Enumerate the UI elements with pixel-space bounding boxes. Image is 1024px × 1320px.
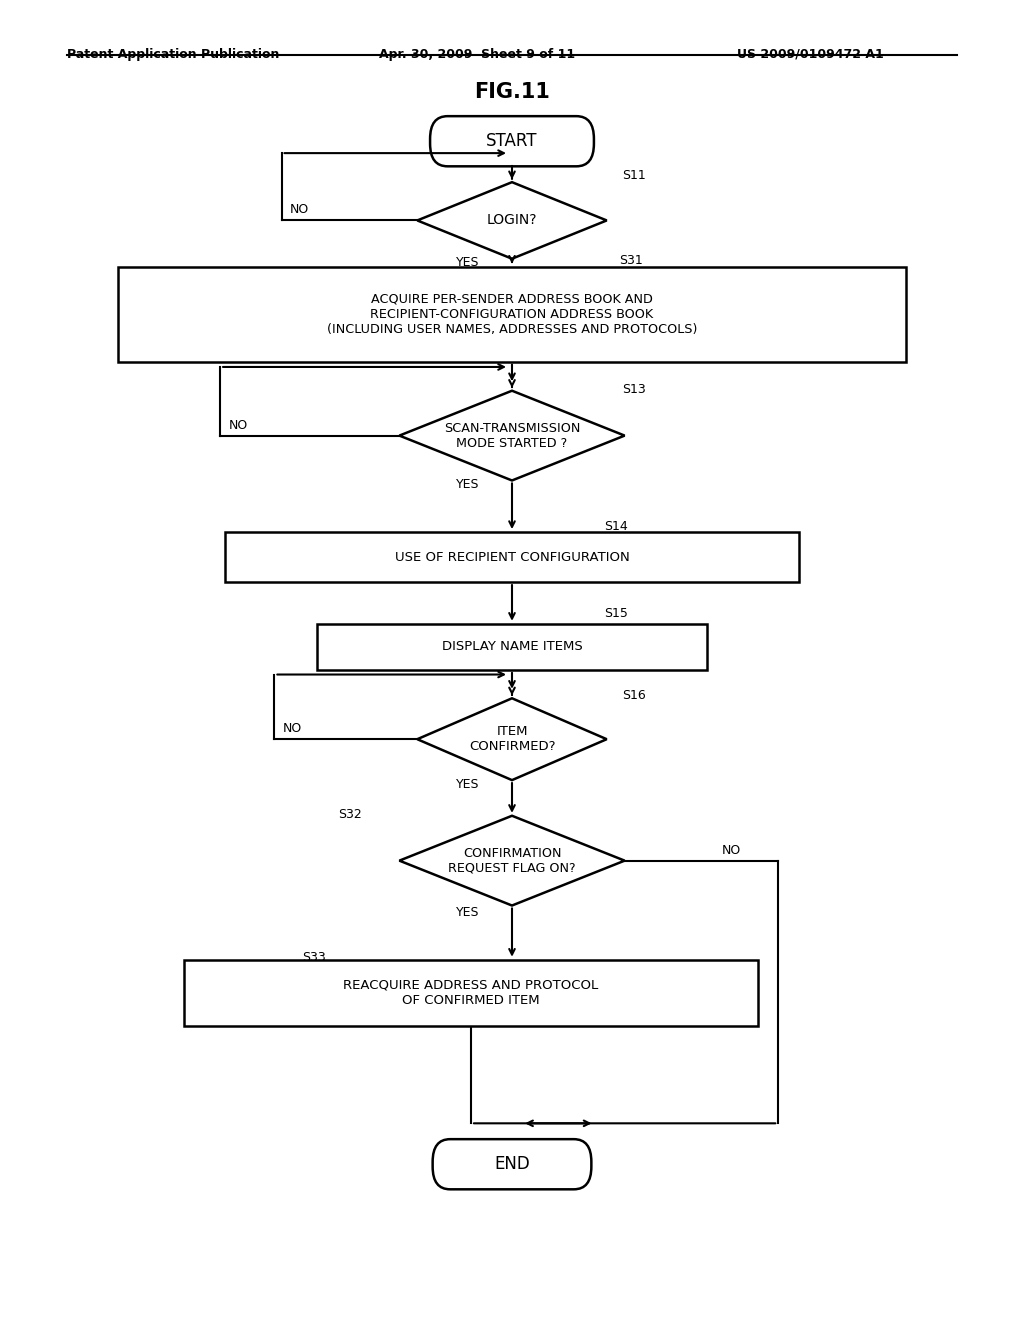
- Bar: [118, 267, 906, 362]
- Text: FIG.11: FIG.11: [474, 82, 550, 102]
- Polygon shape: [399, 391, 625, 480]
- Text: S16: S16: [623, 689, 646, 702]
- Text: S11: S11: [623, 169, 646, 182]
- Polygon shape: [399, 816, 625, 906]
- Text: Patent Application Publication: Patent Application Publication: [67, 48, 279, 61]
- Text: DISPLAY NAME ITEMS: DISPLAY NAME ITEMS: [441, 640, 583, 653]
- Text: END: END: [495, 1155, 529, 1173]
- Text: ITEM
CONFIRMED?: ITEM CONFIRMED?: [469, 725, 555, 754]
- Text: START: START: [486, 132, 538, 150]
- Text: NO: NO: [283, 722, 302, 735]
- Bar: [317, 624, 707, 671]
- Text: Apr. 30, 2009  Sheet 9 of 11: Apr. 30, 2009 Sheet 9 of 11: [379, 48, 575, 61]
- Text: CONFIRMATION
REQUEST FLAG ON?: CONFIRMATION REQUEST FLAG ON?: [449, 846, 575, 875]
- Text: REACQUIRE ADDRESS AND PROTOCOL
OF CONFIRMED ITEM: REACQUIRE ADDRESS AND PROTOCOL OF CONFIR…: [343, 978, 599, 1007]
- Text: YES: YES: [456, 478, 479, 491]
- Text: NO: NO: [722, 843, 741, 857]
- Polygon shape: [418, 182, 606, 259]
- Text: S31: S31: [620, 253, 643, 267]
- Text: S33: S33: [302, 950, 326, 964]
- Text: S13: S13: [623, 383, 646, 396]
- Text: S32: S32: [338, 808, 361, 821]
- Text: NO: NO: [228, 418, 248, 432]
- Bar: [184, 960, 758, 1026]
- Text: S14: S14: [604, 520, 628, 533]
- Text: US 2009/0109472 A1: US 2009/0109472 A1: [737, 48, 884, 61]
- Text: SCAN-TRANSMISSION
MODE STARTED ?: SCAN-TRANSMISSION MODE STARTED ?: [443, 421, 581, 450]
- Polygon shape: [418, 698, 606, 780]
- Text: YES: YES: [456, 777, 479, 791]
- Bar: [225, 532, 799, 582]
- Text: YES: YES: [456, 906, 479, 919]
- Text: LOGIN?: LOGIN?: [486, 214, 538, 227]
- Text: YES: YES: [456, 256, 479, 269]
- Text: NO: NO: [290, 203, 309, 216]
- Text: S15: S15: [604, 607, 628, 620]
- Text: USE OF RECIPIENT CONFIGURATION: USE OF RECIPIENT CONFIGURATION: [394, 550, 630, 564]
- Text: ACQUIRE PER-SENDER ADDRESS BOOK AND
RECIPIENT-CONFIGURATION ADDRESS BOOK
(INCLUD: ACQUIRE PER-SENDER ADDRESS BOOK AND RECI…: [327, 293, 697, 335]
